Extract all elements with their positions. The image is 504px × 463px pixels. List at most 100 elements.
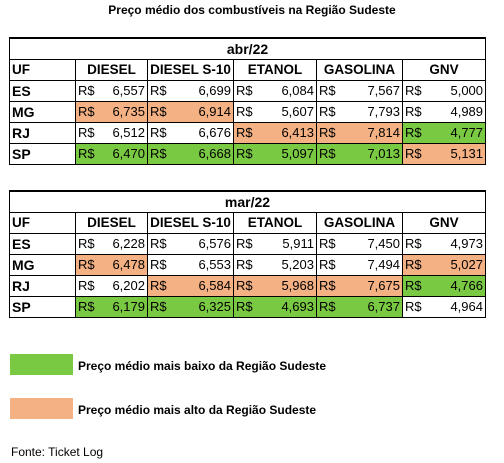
price-value: 4,964: [450, 299, 483, 314]
price-value: 6,084: [281, 83, 314, 98]
column-header: ETANOL: [233, 59, 317, 81]
price-cell: R$ 6,553: [147, 254, 234, 276]
page-title: Preço médio dos combustíveis na Região S…: [108, 3, 396, 17]
column-header: GNV: [402, 212, 486, 234]
price-cell: R$ 6,478: [75, 254, 148, 276]
currency-symbol: R$: [236, 125, 253, 140]
price-value: 6,478: [112, 257, 145, 272]
currency-symbol: R$: [319, 146, 336, 161]
legend-label-high: Preço médio mais alto da Região Sudeste: [78, 403, 317, 417]
table-row: MG R$ 6,478 R$ 6,553 R$ 5,203 R$ 7,494 R$ 5,027: [9, 254, 486, 276]
header-row: UF DIESEL DIESEL S-10 ETANOL GASOLINA GNV: [9, 59, 487, 81]
currency-symbol: R$: [405, 257, 422, 272]
price-value: 6,668: [198, 146, 231, 161]
price-cell: R$ 7,567: [316, 80, 403, 102]
column-header: UF: [9, 212, 76, 234]
price-cell: R$ 5,203: [233, 254, 317, 276]
price-cell: R$ 6,676: [147, 122, 234, 144]
price-cell: R$ 4,973: [402, 233, 486, 255]
currency-symbol: R$: [405, 104, 422, 119]
price-value: 7,567: [367, 83, 400, 98]
price-cell: R$ 6,737: [316, 296, 403, 318]
state-cell: SP: [9, 143, 76, 165]
price-value: 5,097: [281, 146, 314, 161]
currency-symbol: R$: [150, 104, 167, 119]
price-table-abr22: abr/22 UF DIESEL DIESEL S-10 ETANOL GASOLINA G…: [8, 37, 487, 165]
currency-symbol: R$: [319, 104, 336, 119]
price-value: 6,202: [112, 278, 145, 293]
period-label: abr/22: [8, 37, 487, 60]
currency-symbol: R$: [236, 83, 253, 98]
price-value: 4,693: [281, 299, 314, 314]
column-header: DIESEL: [75, 59, 148, 81]
period-label: mar/22: [9, 190, 486, 213]
price-cell: R$ 6,668: [147, 143, 234, 165]
price-value: 7,013: [367, 146, 400, 161]
currency-symbol: R$: [405, 299, 422, 314]
state-cell: ES: [9, 80, 76, 102]
price-cell: R$ 6,228: [75, 233, 148, 255]
price-cell: R$ 7,675: [316, 275, 403, 297]
price-value: 4,766: [450, 278, 483, 293]
price-value: 7,814: [367, 125, 400, 140]
price-value: 6,676: [198, 125, 231, 140]
price-value: 6,325: [198, 299, 231, 314]
currency-symbol: R$: [319, 83, 336, 98]
price-cell: R$ 6,576: [147, 233, 234, 255]
price-cell: R$ 5,968: [233, 275, 317, 297]
price-cell: R$ 4,989: [401, 101, 487, 123]
state-cell: MG: [9, 101, 76, 123]
price-value: 6,584: [198, 278, 231, 293]
price-cell: R$ 7,450: [316, 233, 403, 255]
price-value: 6,553: [198, 257, 231, 272]
price-value: 6,737: [367, 299, 400, 314]
state-cell: MG: [9, 254, 76, 276]
table-row: MG R$ 6,735 R$ 6,914 R$ 5,607 R$ 7,793 R$ 4,989: [9, 101, 487, 123]
price-value: 6,470: [112, 146, 145, 161]
price-value: 4,973: [450, 236, 483, 251]
currency-symbol: R$: [150, 278, 167, 293]
legend-label-low: Preço médio mais baixo da Região Sudeste: [78, 359, 327, 373]
price-cell: R$ 6,584: [147, 275, 234, 297]
table-row: RJ R$ 6,512 R$ 6,676 R$ 6,413 R$ 7,814 R$ 4,777: [9, 122, 487, 144]
price-cell: R$ 6,084: [233, 80, 317, 102]
price-value: 5,203: [281, 257, 314, 272]
price-value: 6,557: [112, 83, 145, 98]
price-value: 7,450: [367, 236, 400, 251]
currency-symbol: R$: [150, 257, 167, 272]
currency-symbol: R$: [236, 104, 253, 119]
price-value: 6,512: [112, 125, 145, 140]
currency-symbol: R$: [150, 236, 167, 251]
currency-symbol: R$: [236, 146, 253, 161]
price-value: 6,179: [112, 299, 145, 314]
currency-symbol: R$: [405, 146, 422, 161]
column-header: DIESEL S-10: [147, 212, 234, 234]
price-value: 7,675: [367, 278, 400, 293]
price-value: 7,793: [367, 104, 400, 119]
price-value: 5,027: [450, 257, 483, 272]
price-cell: R$ 4,777: [401, 122, 487, 144]
currency-symbol: R$: [236, 278, 253, 293]
price-cell: R$ 5,911: [233, 233, 317, 255]
price-cell: R$ 4,693: [233, 296, 317, 318]
table-row: RJ R$ 6,202 R$ 6,584 R$ 5,968 R$ 7,675 R$ 4,766: [9, 275, 486, 297]
column-header: UF: [9, 59, 76, 81]
legend-swatch-high: [10, 398, 73, 419]
price-cell: R$ 7,814: [316, 122, 403, 144]
currency-symbol: R$: [236, 257, 253, 272]
table-row: ES R$ 6,228 R$ 6,576 R$ 5,911 R$ 7,450 R$ 4,973: [9, 233, 486, 255]
price-value: 6,914: [198, 104, 231, 119]
price-value: 5,968: [281, 278, 314, 293]
currency-symbol: R$: [150, 299, 167, 314]
currency-symbol: R$: [405, 278, 422, 293]
column-header: GASOLINA: [316, 59, 403, 81]
currency-symbol: R$: [405, 83, 422, 98]
price-value: 6,735: [112, 104, 145, 119]
price-cell: R$ 6,413: [233, 122, 317, 144]
currency-symbol: R$: [150, 83, 167, 98]
price-value: 4,989: [450, 104, 484, 119]
column-header: ETANOL: [233, 212, 317, 234]
state-cell: RJ: [9, 275, 76, 297]
currency-symbol: R$: [78, 104, 95, 119]
state-cell: RJ: [9, 122, 76, 144]
